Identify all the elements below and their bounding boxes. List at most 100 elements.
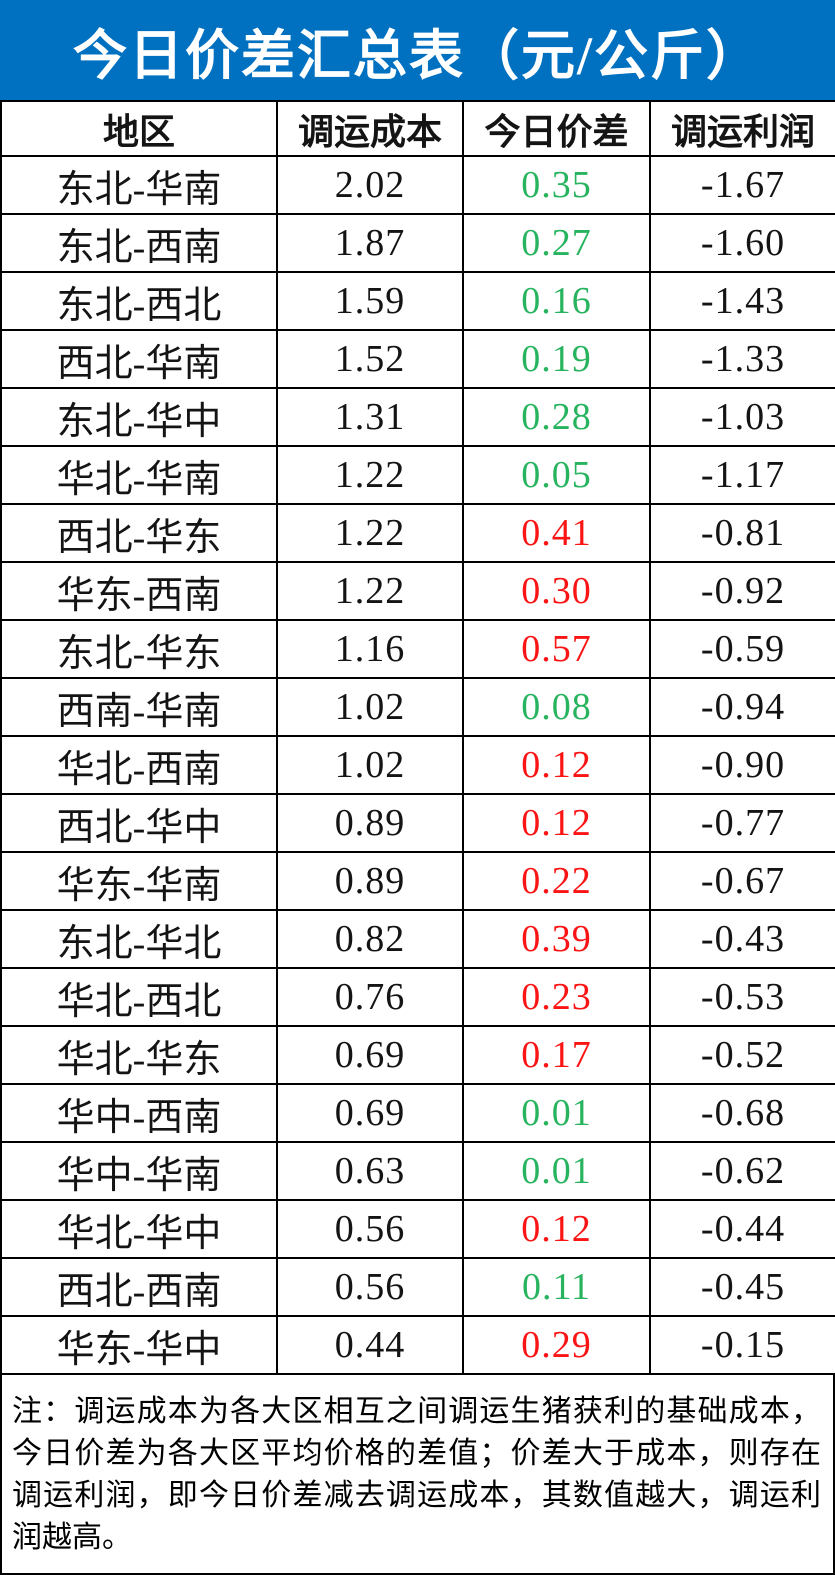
diff-cell: 0.39 xyxy=(462,909,651,969)
column-header-diff: 今日价差 xyxy=(462,100,651,157)
profit-cell: -1.43 xyxy=(649,271,835,331)
diff-cell: 0.12 xyxy=(462,735,651,795)
price-table: 地区 调运成本 今日价差 调运利润 东北-华南 2.02 0.35 -1.67 东北-西… xyxy=(0,100,835,1375)
region-cell: 西北-华南 xyxy=(0,329,278,389)
profit-cell: -0.77 xyxy=(649,793,835,853)
diff-cell: 0.05 xyxy=(462,445,651,505)
cost-cell: 0.69 xyxy=(276,1025,464,1085)
region-cell: 华东-华中 xyxy=(0,1315,278,1375)
table-row: 华北-华南 1.22 0.05 -1.17 xyxy=(0,445,835,505)
table-row: 华北-华中 0.56 0.12 -0.44 xyxy=(0,1199,835,1259)
cost-cell: 1.02 xyxy=(276,735,464,795)
table-row: 西北-华南 1.52 0.19 -1.33 xyxy=(0,329,835,389)
table-row: 东北-西北 1.59 0.16 -1.43 xyxy=(0,271,835,331)
cost-cell: 1.02 xyxy=(276,677,464,737)
profit-cell: -1.03 xyxy=(649,387,835,447)
cost-cell: 1.87 xyxy=(276,213,464,273)
region-cell: 华中-西南 xyxy=(0,1083,278,1143)
table-row: 东北-华南 2.02 0.35 -1.67 xyxy=(0,155,835,215)
diff-cell: 0.23 xyxy=(462,967,651,1027)
profit-cell: -0.62 xyxy=(649,1141,835,1201)
diff-cell: 0.01 xyxy=(462,1141,651,1201)
cost-cell: 0.89 xyxy=(276,793,464,853)
diff-cell: 0.19 xyxy=(462,329,651,389)
cost-cell: 0.63 xyxy=(276,1141,464,1201)
region-cell: 西北-华东 xyxy=(0,503,278,563)
profit-cell: -0.43 xyxy=(649,909,835,969)
cost-cell: 2.02 xyxy=(276,155,464,215)
cost-cell: 0.56 xyxy=(276,1199,464,1259)
diff-cell: 0.41 xyxy=(462,503,651,563)
profit-cell: -0.44 xyxy=(649,1199,835,1259)
cost-cell: 1.59 xyxy=(276,271,464,331)
footer-note: 注：调运成本为各大区相互之间调运生猪获利的基础成本，今日价差为各大区平均价格的差… xyxy=(0,1375,835,1575)
page-title: 今日价差汇总表（元/公斤） xyxy=(0,0,835,100)
region-cell: 西南-华南 xyxy=(0,677,278,737)
table-row: 东北-西南 1.87 0.27 -1.60 xyxy=(0,213,835,273)
column-header-region: 地区 xyxy=(0,100,278,157)
region-cell: 东北-华北 xyxy=(0,909,278,969)
table-header: 地区 调运成本 今日价差 调运利润 xyxy=(0,100,835,157)
table-row: 华北-西南 1.02 0.12 -0.90 xyxy=(0,735,835,795)
table-row: 西北-华东 1.22 0.41 -0.81 xyxy=(0,503,835,563)
region-cell: 华北-西南 xyxy=(0,735,278,795)
column-header-profit: 调运利润 xyxy=(649,100,835,157)
profit-cell: -0.15 xyxy=(649,1315,835,1375)
region-cell: 华北-华南 xyxy=(0,445,278,505)
profit-cell: -0.52 xyxy=(649,1025,835,1085)
profit-cell: -0.81 xyxy=(649,503,835,563)
region-cell: 西北-西南 xyxy=(0,1257,278,1317)
table-row: 华北-华东 0.69 0.17 -0.52 xyxy=(0,1025,835,1085)
diff-cell: 0.08 xyxy=(462,677,651,737)
header-row: 地区 调运成本 今日价差 调运利润 xyxy=(0,100,835,157)
cost-cell: 1.22 xyxy=(276,503,464,563)
region-cell: 华东-华南 xyxy=(0,851,278,911)
table-body: 东北-华南 2.02 0.35 -1.67 东北-西南 1.87 0.27 -1.60 东北-西… xyxy=(0,155,835,1375)
profit-cell: -1.67 xyxy=(649,155,835,215)
table-row: 西北-华中 0.89 0.12 -0.77 xyxy=(0,793,835,853)
region-cell: 东北-华中 xyxy=(0,387,278,447)
cost-cell: 1.22 xyxy=(276,561,464,621)
diff-cell: 0.30 xyxy=(462,561,651,621)
diff-cell: 0.29 xyxy=(462,1315,651,1375)
table-row: 华东-华中 0.44 0.29 -0.15 xyxy=(0,1315,835,1375)
profit-cell: -0.53 xyxy=(649,967,835,1027)
profit-cell: -0.68 xyxy=(649,1083,835,1143)
region-cell: 华北-华中 xyxy=(0,1199,278,1259)
table-row: 东北-华北 0.82 0.39 -0.43 xyxy=(0,909,835,969)
profit-cell: -0.59 xyxy=(649,619,835,679)
cost-cell: 1.16 xyxy=(276,619,464,679)
cost-cell: 1.22 xyxy=(276,445,464,505)
diff-cell: 0.12 xyxy=(462,1199,651,1259)
table-row: 西北-西南 0.56 0.11 -0.45 xyxy=(0,1257,835,1317)
cost-cell: 1.52 xyxy=(276,329,464,389)
profit-cell: -0.67 xyxy=(649,851,835,911)
cost-cell: 0.69 xyxy=(276,1083,464,1143)
table-row: 华中-西南 0.69 0.01 -0.68 xyxy=(0,1083,835,1143)
profit-cell: -1.33 xyxy=(649,329,835,389)
cost-cell: 0.56 xyxy=(276,1257,464,1317)
diff-cell: 0.22 xyxy=(462,851,651,911)
diff-cell: 0.27 xyxy=(462,213,651,273)
diff-cell: 0.16 xyxy=(462,271,651,331)
region-cell: 华北-华东 xyxy=(0,1025,278,1085)
diff-cell: 0.12 xyxy=(462,793,651,853)
table-row: 华北-西北 0.76 0.23 -0.53 xyxy=(0,967,835,1027)
region-cell: 东北-华东 xyxy=(0,619,278,679)
column-header-cost: 调运成本 xyxy=(276,100,464,157)
profit-cell: -1.60 xyxy=(649,213,835,273)
table-row: 东北-华中 1.31 0.28 -1.03 xyxy=(0,387,835,447)
diff-cell: 0.57 xyxy=(462,619,651,679)
profit-cell: -1.17 xyxy=(649,445,835,505)
diff-cell: 0.17 xyxy=(462,1025,651,1085)
table-row: 西南-华南 1.02 0.08 -0.94 xyxy=(0,677,835,737)
diff-cell: 0.01 xyxy=(462,1083,651,1143)
cost-cell: 0.44 xyxy=(276,1315,464,1375)
table-row: 华中-华南 0.63 0.01 -0.62 xyxy=(0,1141,835,1201)
profit-cell: -0.90 xyxy=(649,735,835,795)
region-cell: 华东-西南 xyxy=(0,561,278,621)
diff-cell: 0.11 xyxy=(462,1257,651,1317)
diff-cell: 0.35 xyxy=(462,155,651,215)
region-cell: 东北-西北 xyxy=(0,271,278,331)
